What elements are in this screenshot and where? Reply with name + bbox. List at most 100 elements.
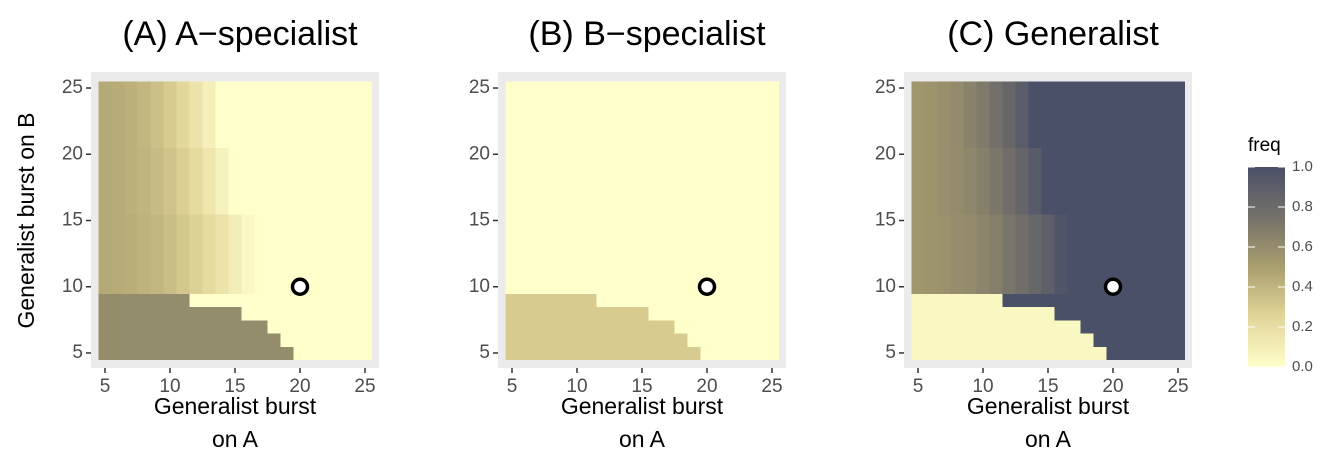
heat-cell (111, 319, 126, 334)
heat-cell (228, 280, 243, 294)
heat-cell (1028, 121, 1043, 135)
heat-cell (1054, 346, 1069, 361)
marker-point (697, 277, 717, 296)
y-tick-label: 20 (62, 143, 83, 164)
heat-cell (765, 200, 780, 215)
heat-cell (924, 266, 939, 281)
heat-cell (176, 266, 191, 281)
heat-cell (583, 213, 598, 228)
heat-cell (570, 160, 585, 175)
heat-cell (505, 280, 520, 294)
heat-cell (1080, 147, 1095, 162)
heat-cell (622, 107, 637, 122)
heat-cell (1080, 94, 1095, 109)
heat-cell (635, 319, 650, 334)
heat-cell (531, 134, 546, 149)
heat-cell (150, 187, 165, 202)
heat-cell (1132, 319, 1147, 334)
heat-cell (1145, 107, 1160, 122)
heat-cell (319, 187, 334, 202)
heat-cell (1119, 200, 1134, 215)
heat-cell (98, 107, 113, 122)
heat-cell (358, 121, 373, 135)
heat-cell (544, 240, 559, 255)
heat-cell (976, 174, 991, 188)
heat-cell (98, 240, 113, 255)
heat-cell (989, 134, 1004, 149)
heat-cell (254, 333, 269, 347)
heat-cell (267, 306, 282, 321)
heat-cell (254, 134, 269, 149)
heat-cell (1028, 333, 1043, 347)
heat-cell (1028, 187, 1043, 202)
heat-cell (176, 333, 191, 347)
heat-cell (189, 174, 204, 188)
heat-cell (544, 319, 559, 334)
heat-cell (1002, 346, 1017, 361)
heat-cell (137, 306, 152, 321)
heat-cell (228, 253, 243, 268)
heat-cell (1158, 319, 1173, 334)
heat-cell (293, 333, 308, 347)
heat-cell (726, 81, 741, 96)
heat-cell (648, 253, 663, 268)
heat-cell (1015, 333, 1030, 347)
heat-cell (596, 200, 611, 215)
heat-cell (989, 174, 1004, 188)
heat-cell (1158, 227, 1173, 241)
heat-cell (570, 266, 585, 281)
heat-cell (635, 200, 650, 215)
heat-cell (765, 333, 780, 347)
heat-cell (1132, 227, 1147, 241)
heat-cell (937, 306, 952, 321)
heat-cell (1106, 253, 1121, 268)
heat-cell (609, 306, 624, 321)
heat-cell (739, 147, 754, 162)
heat-cell (1067, 266, 1082, 281)
heat-cell (124, 147, 139, 162)
heat-cell (700, 121, 715, 135)
heat-cell (924, 107, 939, 122)
heat-cell (505, 293, 520, 308)
heat-cell (267, 160, 282, 175)
heat-cell (1080, 187, 1095, 202)
heat-cell (1041, 213, 1056, 228)
heat-cell (280, 227, 295, 241)
heat-cell (911, 200, 926, 215)
x-tick-label: 20 (289, 376, 310, 397)
heat-cell (518, 213, 533, 228)
heat-cell (111, 306, 126, 321)
heat-cell (280, 293, 295, 308)
heat-cell (306, 319, 321, 334)
heat-cell (596, 160, 611, 175)
heat-cell (267, 266, 282, 281)
heat-cell (319, 134, 334, 149)
heat-cell (1067, 346, 1082, 361)
heat-cell (570, 333, 585, 347)
heat-cell (345, 306, 360, 321)
heat-cell (713, 253, 728, 268)
heat-cell (1028, 200, 1043, 215)
heat-cell (661, 81, 676, 96)
heat-cell (752, 227, 767, 241)
heat-cell (950, 174, 965, 188)
heat-cell (1028, 280, 1043, 294)
heat-cell (950, 107, 965, 122)
heat-cell (661, 147, 676, 162)
heat-cell (622, 253, 637, 268)
heat-cell (622, 174, 637, 188)
heat-cell (518, 187, 533, 202)
heat-cell (726, 293, 741, 308)
heat-cell (319, 81, 334, 96)
heat-cell (596, 134, 611, 149)
heat-cell (1002, 266, 1017, 281)
heat-cell (911, 121, 926, 135)
heat-cell (254, 319, 269, 334)
heat-cell (1132, 266, 1147, 281)
heat-cell (687, 253, 702, 268)
marker-point (1103, 277, 1123, 296)
heat-cell (911, 319, 926, 334)
heat-cell (1041, 240, 1056, 255)
heat-cell (700, 333, 715, 347)
heat-cell (713, 187, 728, 202)
